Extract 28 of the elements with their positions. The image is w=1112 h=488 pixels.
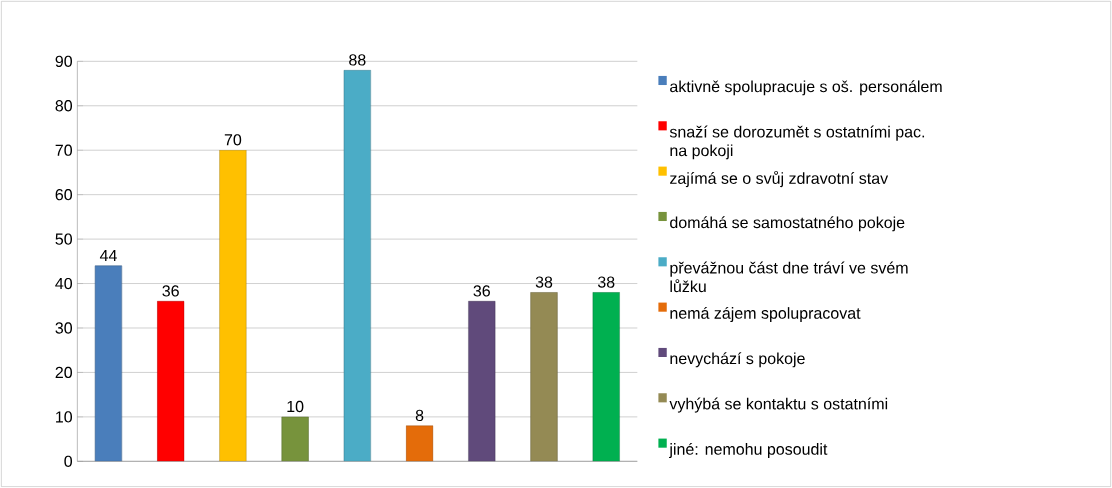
- y-tick-label: 70: [55, 144, 73, 156]
- legend-label: domáhá se samostatného pokoje: [670, 216, 905, 232]
- y-tick-label: 80: [55, 100, 73, 112]
- data-label: 38: [597, 276, 615, 288]
- y-tick-label: 10: [56, 411, 73, 423]
- y-tick-label: 20: [55, 366, 73, 379]
- data-label: 88: [349, 54, 366, 66]
- y-tick-label: 0: [64, 455, 73, 467]
- data-label: 38: [535, 276, 553, 288]
- legend-label: jiné: nemohu posoudit: [669, 442, 828, 459]
- data-label: 36: [162, 285, 179, 297]
- legend-label: vyhýbá se kontaktu s ostatními: [669, 397, 888, 413]
- legend-label: nevychází s pokoje: [670, 352, 805, 368]
- y-tick-label: 50: [55, 233, 73, 245]
- data-label: 70: [224, 134, 242, 146]
- data-label: 44: [99, 250, 117, 262]
- legend-label: převážnou část dne tráví ve svém lůžku: [670, 261, 908, 293]
- data-label: 10: [287, 400, 304, 413]
- y-tick-label: 40: [55, 277, 73, 290]
- legend-label: snaží se dorozumět s ostatními pac. na pokoji: [669, 125, 925, 160]
- y-tick-label: 30: [55, 322, 73, 334]
- y-tick-label: 90: [55, 55, 73, 67]
- data-label: 8: [415, 409, 424, 422]
- data-label: 36: [473, 285, 490, 297]
- legend-label: zajímá se o svůj zdravotní stav: [670, 170, 889, 188]
- legend-label: aktivně spolupracuje s oš. personálem: [670, 80, 942, 96]
- y-tick-label: 60: [55, 189, 73, 201]
- legend-label: nemá zájem spolupracovat: [670, 306, 861, 323]
